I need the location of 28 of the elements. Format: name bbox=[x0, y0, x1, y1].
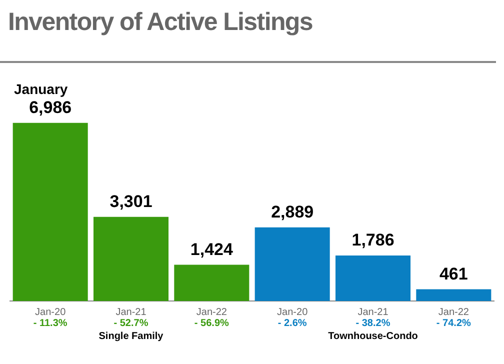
bar bbox=[93, 216, 169, 301]
data-label: 6,986 bbox=[29, 98, 72, 118]
bar bbox=[416, 289, 492, 301]
chart-subtitle: January bbox=[14, 81, 69, 97]
text: - 2.6% bbox=[278, 318, 307, 329]
text: - 11.3% bbox=[33, 318, 68, 329]
text: Townhouse-Condo bbox=[328, 330, 418, 342]
bar bbox=[12, 122, 88, 301]
bar bbox=[174, 264, 250, 301]
data-label: 1,424 bbox=[190, 240, 234, 259]
text: - 56.9% bbox=[194, 318, 230, 329]
x-tick-label: Jan-20 bbox=[35, 306, 66, 318]
data-label: 2,889 bbox=[271, 202, 314, 222]
x-tick-label: Jan-21 bbox=[358, 306, 389, 318]
data-label: 3,301 bbox=[110, 192, 152, 212]
text: Single Family bbox=[98, 330, 164, 342]
x-tick-label: Jan-20 bbox=[277, 306, 308, 318]
bar bbox=[335, 255, 411, 301]
data-label: 1,786 bbox=[352, 230, 394, 250]
text: - 52.7% bbox=[114, 318, 148, 329]
x-tick-label: Jan-22 bbox=[196, 306, 228, 318]
text: - 74.2% bbox=[436, 318, 472, 329]
chart-title: Inventory of Active Listings bbox=[8, 8, 314, 37]
text: - 38.2% bbox=[356, 318, 390, 329]
bar bbox=[254, 227, 330, 301]
x-tick-label: Jan-21 bbox=[116, 306, 147, 318]
x-tick-label: Jan-22 bbox=[438, 306, 470, 318]
data-label: 461 bbox=[439, 264, 468, 284]
